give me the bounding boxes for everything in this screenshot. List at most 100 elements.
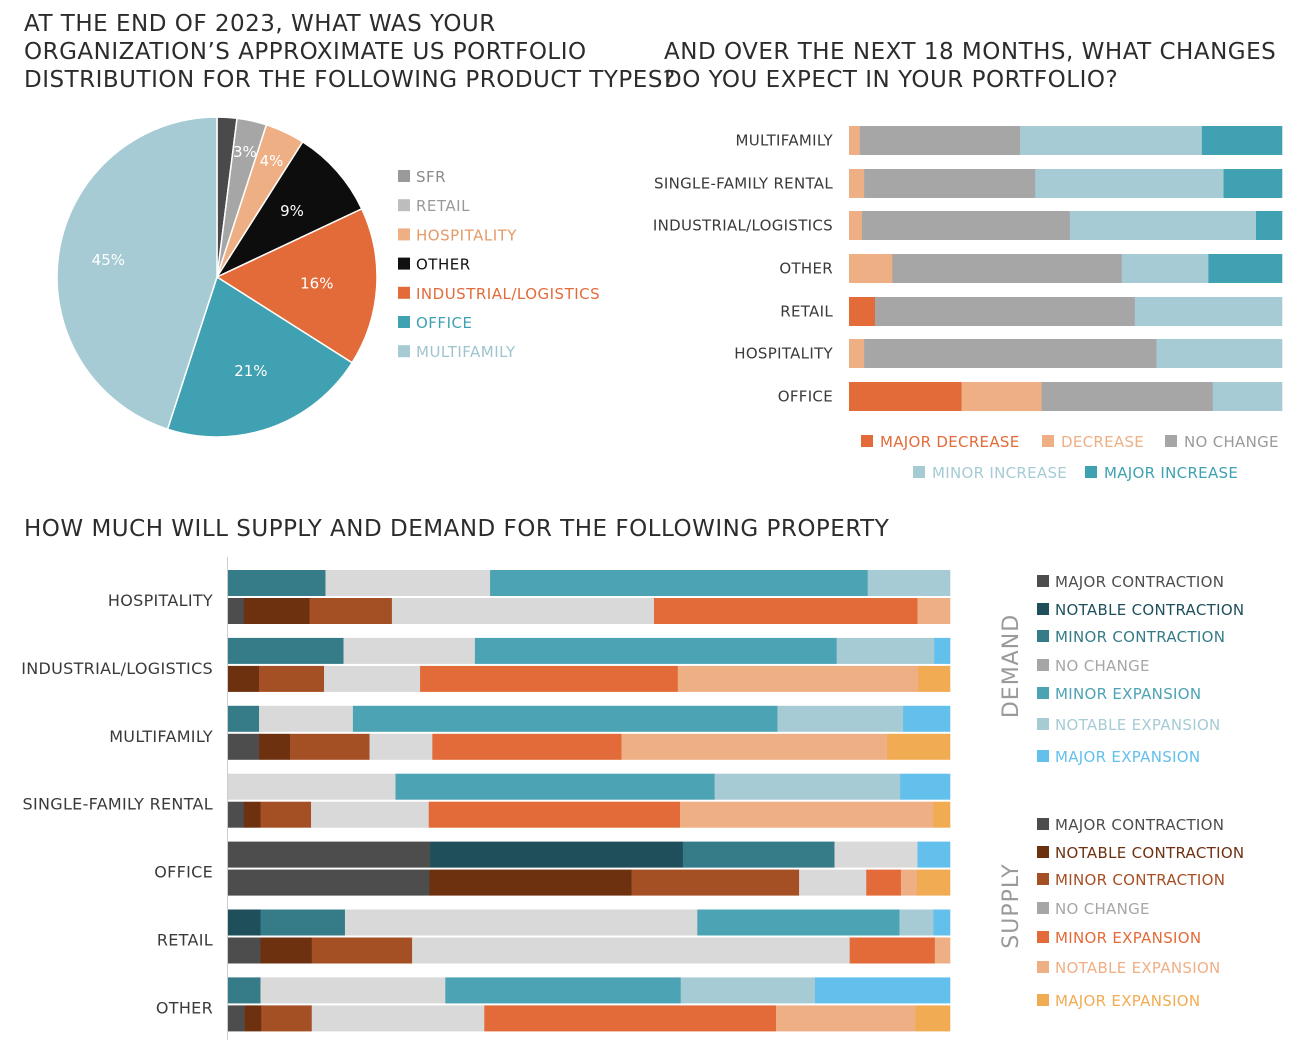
bar-supply-office-notable-expansion bbox=[900, 869, 918, 896]
category-label-other: OTHER bbox=[156, 998, 213, 1017]
bar-retail-no-change bbox=[874, 297, 1136, 326]
pie-legend-swatch-industrial-logistics bbox=[398, 286, 410, 299]
bar-supply-single-family-rental-no-change bbox=[311, 801, 430, 828]
bar-multifamily-minor-increase bbox=[1020, 126, 1203, 155]
bar-supply-single-family-rental-minor-expansion bbox=[428, 801, 681, 828]
bar-supply-industrial-logistics-notable-contraction bbox=[228, 665, 260, 692]
bar-supply-multifamily-major-expansion bbox=[887, 733, 951, 760]
bar-demand-industrial-logistics-notable-expansion bbox=[836, 637, 935, 664]
bar-office-decrease bbox=[961, 382, 1042, 411]
bar-supply-industrial-logistics-notable-expansion bbox=[677, 665, 919, 692]
bar-demand-industrial-logistics-minor-contraction bbox=[228, 637, 344, 664]
legend-label-supply-minor-expansion: MINOR EXPANSION bbox=[1055, 929, 1201, 947]
bar-supply-hospitality-no-change bbox=[391, 598, 655, 624]
legend-swatch-supply-major-contraction bbox=[1037, 818, 1049, 830]
bar-demand-office-minor-contraction bbox=[682, 841, 835, 868]
legend-swatch-demand-minor-contraction bbox=[1037, 630, 1049, 642]
legend-swatch-demand-major-expansion bbox=[1037, 750, 1049, 762]
legend-swatch-no-change bbox=[1165, 435, 1177, 447]
bar-supply-multifamily-notable-contraction bbox=[259, 733, 291, 760]
bar-demand-retail-minor-expansion bbox=[697, 909, 900, 936]
bar-industrial-logistics-minor-increase bbox=[1069, 211, 1257, 240]
bar-supply-hospitality-minor-expansion bbox=[653, 598, 918, 624]
bar-supply-hospitality-minor-contraction bbox=[309, 598, 393, 624]
legend-label-supply-notable-contraction: NOTABLE CONTRACTION bbox=[1055, 844, 1244, 862]
pie-slice-label-retail: 3% bbox=[233, 143, 257, 161]
pie-title-line-1: AT THE END OF 2023, WHAT WAS YOUR bbox=[24, 11, 496, 37]
bar-retail-minor-increase bbox=[1134, 297, 1283, 326]
category-label-hospitality: HOSPITALITY bbox=[734, 345, 833, 363]
bar-demand-retail-notable-expansion bbox=[899, 909, 934, 936]
bar-demand-hospitality-notable-expansion bbox=[867, 570, 951, 596]
portfolio-title-line-1: AND OVER THE NEXT 18 MONTHS, WHAT CHANGE… bbox=[664, 39, 1277, 65]
bar-supply-multifamily-minor-expansion bbox=[432, 733, 622, 760]
bar-demand-multifamily-notable-expansion bbox=[777, 705, 904, 732]
category-label-office: OFFICE bbox=[154, 863, 213, 882]
bar-hospitality-decrease bbox=[849, 339, 865, 368]
bar-supply-single-family-rental-major-expansion bbox=[933, 801, 951, 828]
bar-supply-multifamily-minor-contraction bbox=[290, 733, 370, 760]
legend-swatch-supply-minor-contraction bbox=[1037, 873, 1049, 885]
bar-demand-industrial-logistics-no-change bbox=[343, 637, 476, 664]
portfolio-change-chart-title: AND OVER THE NEXT 18 MONTHS, WHAT CHANGE… bbox=[664, 38, 1276, 94]
pie-legend-label-other: OTHER bbox=[416, 256, 471, 274]
bar-supply-other-no-change bbox=[311, 1005, 485, 1032]
bar-supply-other-major-contraction bbox=[228, 1005, 245, 1032]
bar-supply-office-major-expansion bbox=[916, 869, 951, 896]
bar-single-family-rental-no-change bbox=[864, 169, 1036, 198]
bar-industrial-logistics-no-change bbox=[861, 211, 1071, 240]
bar-demand-multifamily-no-change bbox=[259, 705, 354, 732]
bar-demand-retail-no-change bbox=[344, 909, 698, 936]
pie-slice-label-office: 21% bbox=[234, 362, 267, 380]
legend-swatch-supply-major-expansion bbox=[1037, 994, 1049, 1006]
bar-supply-office-minor-expansion bbox=[866, 869, 902, 896]
bar-demand-other-minor-expansion bbox=[445, 977, 681, 1004]
pie-slice-label-hospitality: 4% bbox=[260, 152, 284, 170]
legend-label-minor-increase: MINOR INCREASE bbox=[932, 464, 1067, 482]
legend-swatch-major-decrease bbox=[861, 435, 873, 447]
legend-label-supply-minor-contraction: MINOR CONTRACTION bbox=[1055, 871, 1225, 889]
bar-single-family-rental-minor-increase bbox=[1035, 169, 1224, 198]
legend-swatch-supply-no-change bbox=[1037, 902, 1049, 914]
category-label-other: OTHER bbox=[779, 260, 833, 278]
pie-slice-industrial-logistics bbox=[215, 207, 378, 364]
bar-demand-single-family-rental-major-expansion bbox=[900, 773, 951, 800]
legend-label-supply-no-change: NO CHANGE bbox=[1055, 900, 1150, 918]
bar-supply-multifamily-major-contraction bbox=[228, 733, 260, 760]
pie-legend-swatch-office bbox=[398, 316, 410, 328]
pie-legend-swatch-other bbox=[398, 257, 410, 270]
category-label-industrial-logistics: INDUSTRIAL/LOGISTICS bbox=[653, 217, 833, 235]
legend-swatch-minor-increase bbox=[913, 466, 925, 478]
category-label-multifamily: MULTIFAMILY bbox=[735, 132, 833, 150]
bar-demand-other-no-change bbox=[260, 977, 446, 1004]
bar-demand-hospitality-no-change bbox=[325, 570, 491, 596]
legend-swatch-supply-minor-expansion bbox=[1037, 931, 1049, 943]
bar-supply-industrial-logistics-major-expansion bbox=[918, 665, 951, 692]
bar-demand-single-family-rental-minor-expansion bbox=[395, 773, 715, 800]
bar-supply-retail-no-change bbox=[412, 937, 850, 964]
bar-office-minor-increase bbox=[1212, 382, 1283, 411]
legend-swatch-demand-minor-expansion bbox=[1037, 687, 1049, 699]
bar-demand-retail-major-expansion bbox=[933, 909, 951, 936]
bar-supply-single-family-rental-minor-contraction bbox=[260, 801, 312, 828]
bar-supply-office-no-change bbox=[799, 869, 867, 896]
pie-legend-label-office: OFFICE bbox=[416, 314, 472, 332]
bar-supply-other-notable-contraction bbox=[244, 1005, 262, 1032]
pie-slice-multifamily bbox=[56, 116, 218, 431]
pie-legend-swatch-multifamily bbox=[398, 345, 410, 358]
bar-supply-industrial-logistics-minor-expansion bbox=[420, 665, 679, 692]
pie-slice-label-multifamily: 45% bbox=[92, 251, 125, 269]
pie-slice-label-industrial-logistics: 16% bbox=[300, 274, 333, 292]
bar-demand-multifamily-minor-expansion bbox=[352, 705, 778, 732]
legend-group-label-supply: SUPPLY bbox=[999, 863, 1024, 948]
bar-demand-single-family-rental-no-change bbox=[228, 773, 396, 800]
pie-legend-label-retail: RETAIL bbox=[416, 197, 470, 215]
legend-label-demand-notable-expansion: NOTABLE EXPANSION bbox=[1055, 716, 1221, 734]
legend-group-label-demand: DEMAND bbox=[999, 614, 1024, 718]
bar-hospitality-minor-increase bbox=[1156, 339, 1283, 368]
legend-swatch-demand-notable-contraction bbox=[1037, 603, 1049, 615]
category-label-multifamily: MULTIFAMILY bbox=[109, 727, 213, 746]
legend-label-decrease: DECREASE bbox=[1061, 433, 1144, 451]
legend-label-demand-minor-contraction: MINOR CONTRACTION bbox=[1055, 628, 1225, 646]
bar-demand-multifamily-minor-contraction bbox=[228, 705, 260, 732]
